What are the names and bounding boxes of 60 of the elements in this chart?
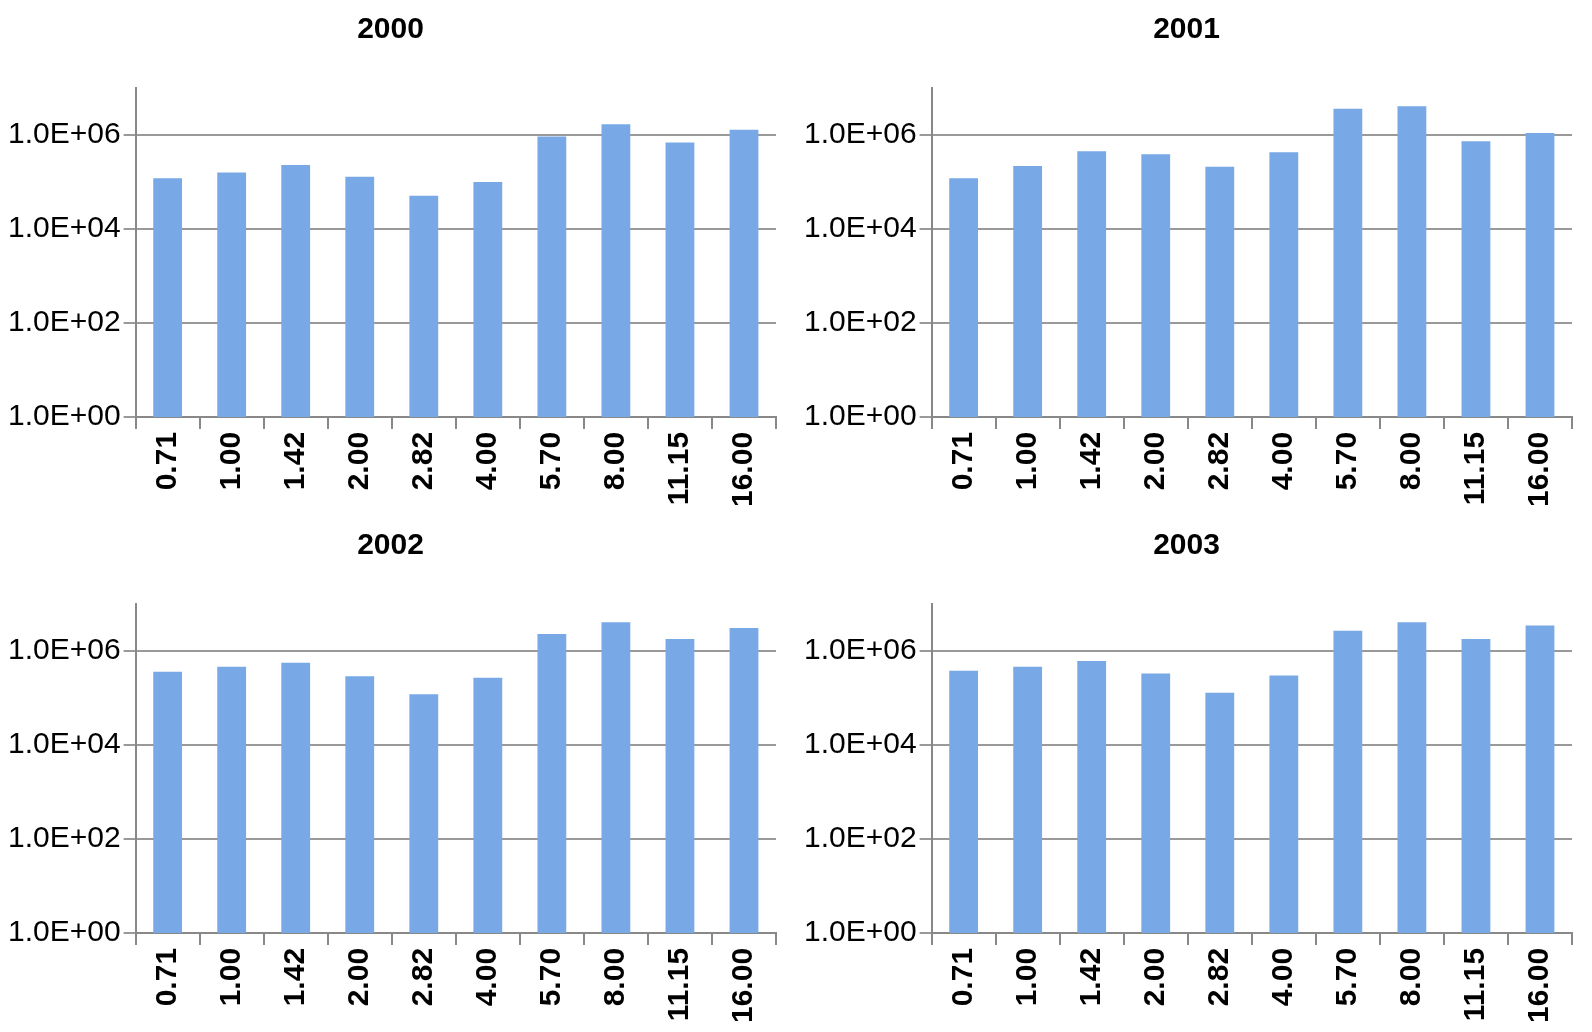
x-tick-label: 1.42 [276, 947, 310, 1007]
x-tick-label: 2.82 [405, 947, 439, 1007]
y-tick-label: 1.0E+00 [7, 914, 121, 948]
x-tick-label: 16.00 [1521, 431, 1555, 507]
y-tick-label: 1.0E+04 [803, 210, 917, 244]
y-tick-label: 1.0E+02 [803, 304, 917, 338]
x-tick-label: 0.71 [944, 947, 978, 1007]
y-tick-label: 1.0E+06 [803, 116, 917, 150]
x-tick-label: 4.00 [469, 431, 503, 491]
y-tick-label: 1.0E+00 [803, 914, 917, 948]
x-tick-label: 5.70 [533, 431, 567, 491]
x-tick-label: 11.15 [1457, 947, 1491, 1022]
x-tick-label: 1.42 [1072, 431, 1106, 491]
chart-title: 2000 [357, 11, 424, 45]
x-tick-label: 2.82 [1201, 947, 1235, 1007]
x-tick-label: 8.00 [597, 431, 631, 491]
y-tick-label: 1.0E+02 [7, 304, 121, 338]
y-tick-label: 1.0E+06 [7, 116, 121, 150]
chart-title: 2003 [1153, 527, 1220, 561]
x-tick-label: 0.71 [148, 431, 182, 491]
x-tick-label: 1.00 [1008, 947, 1042, 1007]
x-tick-label: 2.00 [341, 431, 375, 491]
x-tick-label: 2.82 [1201, 431, 1235, 491]
x-tick-label: 1.42 [1072, 947, 1106, 1007]
y-tick-label: 1.0E+06 [7, 632, 121, 666]
x-tick-label: 1.00 [212, 431, 246, 491]
x-tick-label: 2.00 [341, 947, 375, 1007]
x-tick-label: 4.00 [1265, 947, 1299, 1007]
y-tick-label: 1.0E+04 [7, 726, 121, 760]
y-tick-label: 1.0E+04 [803, 726, 917, 760]
x-tick-label: 16.00 [725, 431, 759, 507]
x-tick-label: 16.00 [1521, 947, 1555, 1023]
x-tick-label: 11.15 [1457, 431, 1491, 506]
y-tick-label: 1.0E+02 [803, 820, 917, 854]
x-tick-label: 1.00 [212, 947, 246, 1007]
y-tick-label: 1.0E+06 [803, 632, 917, 666]
chart-title: 2001 [1153, 11, 1220, 45]
y-tick-label: 1.0E+02 [7, 820, 121, 854]
x-tick-label: 1.00 [1008, 431, 1042, 491]
x-tick-label: 11.15 [661, 947, 695, 1022]
x-tick-label: 8.00 [597, 947, 631, 1007]
x-tick-label: 2.00 [1137, 947, 1171, 1007]
x-tick-label: 2.82 [405, 431, 439, 491]
x-tick-label: 4.00 [1265, 431, 1299, 491]
x-tick-label: 5.70 [1329, 431, 1363, 491]
x-tick-label: 16.00 [725, 947, 759, 1023]
x-tick-label: 8.00 [1393, 431, 1427, 491]
x-tick-label: 11.15 [661, 431, 695, 506]
x-tick-label: 8.00 [1393, 947, 1427, 1007]
y-tick-label: 1.0E+04 [7, 210, 121, 244]
x-tick-label: 4.00 [469, 947, 503, 1007]
x-tick-label: 2.00 [1137, 431, 1171, 491]
y-tick-label: 1.0E+00 [7, 398, 121, 432]
x-tick-label: 1.42 [276, 431, 310, 491]
x-tick-label: 0.71 [944, 431, 978, 491]
x-tick-label: 5.70 [1329, 947, 1363, 1007]
y-tick-label: 1.0E+00 [803, 398, 917, 432]
x-tick-label: 0.71 [148, 947, 182, 1007]
chart-title: 2002 [357, 527, 424, 561]
x-tick-label: 5.70 [533, 947, 567, 1007]
